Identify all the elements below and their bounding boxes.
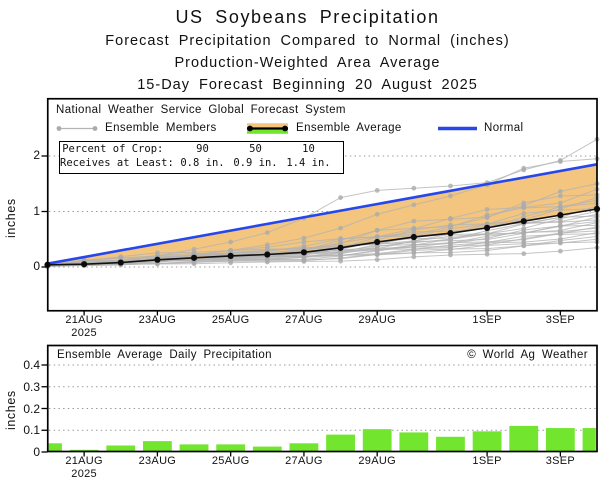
bottom-x-tick-label: 29AUG <box>358 455 396 467</box>
receives-10: 1.4 in. <box>286 157 331 169</box>
bottom-x-tick-label: 25AUG <box>211 455 250 467</box>
legend-label-ensemble-members: Ensemble Members <box>105 122 217 134</box>
main-x-tick-year: 2025 <box>71 327 97 339</box>
bottom-y-tick-label: 0.4 <box>23 358 40 372</box>
bottom-y-tick-label: 0.1 <box>23 423 40 438</box>
bottom-y-tick-label: 0.3 <box>23 379 40 394</box>
crop-percent-90: 90 <box>196 143 209 155</box>
page-subtitle-1: Forecast Precipitation Compared to Norma… <box>105 33 510 49</box>
page-subtitle-3: 15-Day Forecast Beginning 20 August 2025 <box>137 77 478 93</box>
source-label: National Weather Service Global Forecast… <box>56 104 346 116</box>
main-y-tick-label: 2 <box>33 148 40 162</box>
crop-percent-10: 10 <box>302 143 315 155</box>
receives-label: Receives at Least: <box>60 157 187 169</box>
receives-50: 0.9 in. <box>233 157 278 169</box>
receives-90: 0.8 in. <box>180 157 225 169</box>
page-subtitle-2: Production-Weighted Area Average <box>174 55 441 71</box>
crop-percent-label: Percent of Crop: <box>62 143 176 155</box>
bottom-x-tick-label: 27AUG <box>285 455 323 467</box>
receives-at-least-row: Receives at Least: 0.8 in. 0.9 in. 1.4 i… <box>60 156 343 170</box>
crop-percent-box: Percent of Crop: 90 50 10 Receives at Le… <box>59 141 344 174</box>
main-x-tick-label: 29AUG <box>358 314 396 326</box>
daily-chart-title: Ensemble Average Daily Precipitation <box>57 349 272 361</box>
main-x-tick-label: 21AUG <box>65 314 103 326</box>
bottom-x-tick-label: 21AUG <box>65 455 103 467</box>
main-x-tick-label: 3SEP <box>545 314 576 326</box>
legend-label-normal: Normal <box>484 122 524 134</box>
bottom-y-tick-label: 0.2 <box>23 401 40 416</box>
main-y-tick-label: 0 <box>33 259 40 273</box>
crop-percent-row: Percent of Crop: 90 50 10 <box>60 142 343 156</box>
daily-precip-chart <box>41 344 598 457</box>
main-x-tick-label: 23AUG <box>138 314 177 326</box>
bottom-x-tick-year: 2025 <box>71 468 97 480</box>
main-x-tick-label: 1SEP <box>472 314 502 326</box>
legend-label-ensemble-average: Ensemble Average <box>296 122 402 134</box>
bottom-x-tick-label: 23AUG <box>138 455 177 467</box>
page-title: US Soybeans Precipitation <box>175 7 440 27</box>
main-x-tick-label: 25AUG <box>211 314 250 326</box>
bottom-y-tick-label: 0 <box>33 445 40 459</box>
crop-percent-50: 50 <box>249 143 262 155</box>
main-chart <box>41 97 601 316</box>
main-y-tick-label: 1 <box>33 203 40 218</box>
bottom-x-tick-label: 3SEP <box>545 455 576 467</box>
watermark: © World Ag Weather <box>467 349 588 361</box>
main-x-tick-label: 27AUG <box>285 314 323 326</box>
bottom-x-tick-label: 1SEP <box>472 455 502 467</box>
